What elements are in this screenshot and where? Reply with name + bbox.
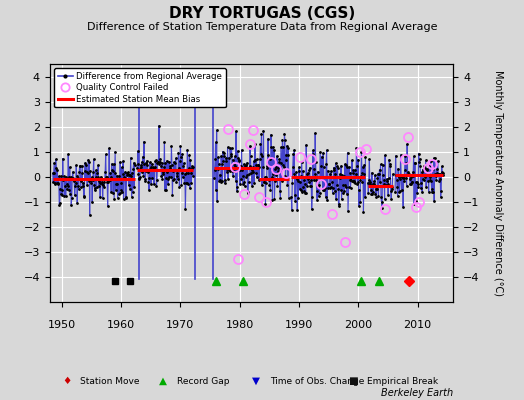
Text: 2000: 2000 — [344, 320, 373, 330]
Text: 1970: 1970 — [166, 320, 194, 330]
Text: 1950: 1950 — [48, 320, 75, 330]
Text: ■: ■ — [348, 376, 358, 386]
Text: 2010: 2010 — [403, 320, 432, 330]
Text: ▼: ▼ — [252, 376, 259, 386]
Text: 1990: 1990 — [285, 320, 313, 330]
Text: Difference of Station Temperature Data from Regional Average: Difference of Station Temperature Data f… — [87, 22, 437, 32]
Text: Station Move: Station Move — [80, 376, 139, 386]
Text: ♦: ♦ — [62, 376, 71, 386]
Text: DRY TORTUGAS (CGS): DRY TORTUGAS (CGS) — [169, 6, 355, 21]
Text: Record Gap: Record Gap — [177, 376, 230, 386]
Text: Empirical Break: Empirical Break — [366, 376, 438, 386]
Legend: Difference from Regional Average, Quality Control Failed, Estimated Station Mean: Difference from Regional Average, Qualit… — [54, 68, 226, 107]
Text: 1960: 1960 — [107, 320, 135, 330]
Text: ▲: ▲ — [159, 376, 167, 386]
Text: Berkeley Earth: Berkeley Earth — [381, 388, 453, 398]
Text: 1980: 1980 — [225, 320, 254, 330]
Text: Time of Obs. Change: Time of Obs. Change — [270, 376, 364, 386]
Y-axis label: Monthly Temperature Anomaly Difference (°C): Monthly Temperature Anomaly Difference (… — [494, 70, 504, 296]
